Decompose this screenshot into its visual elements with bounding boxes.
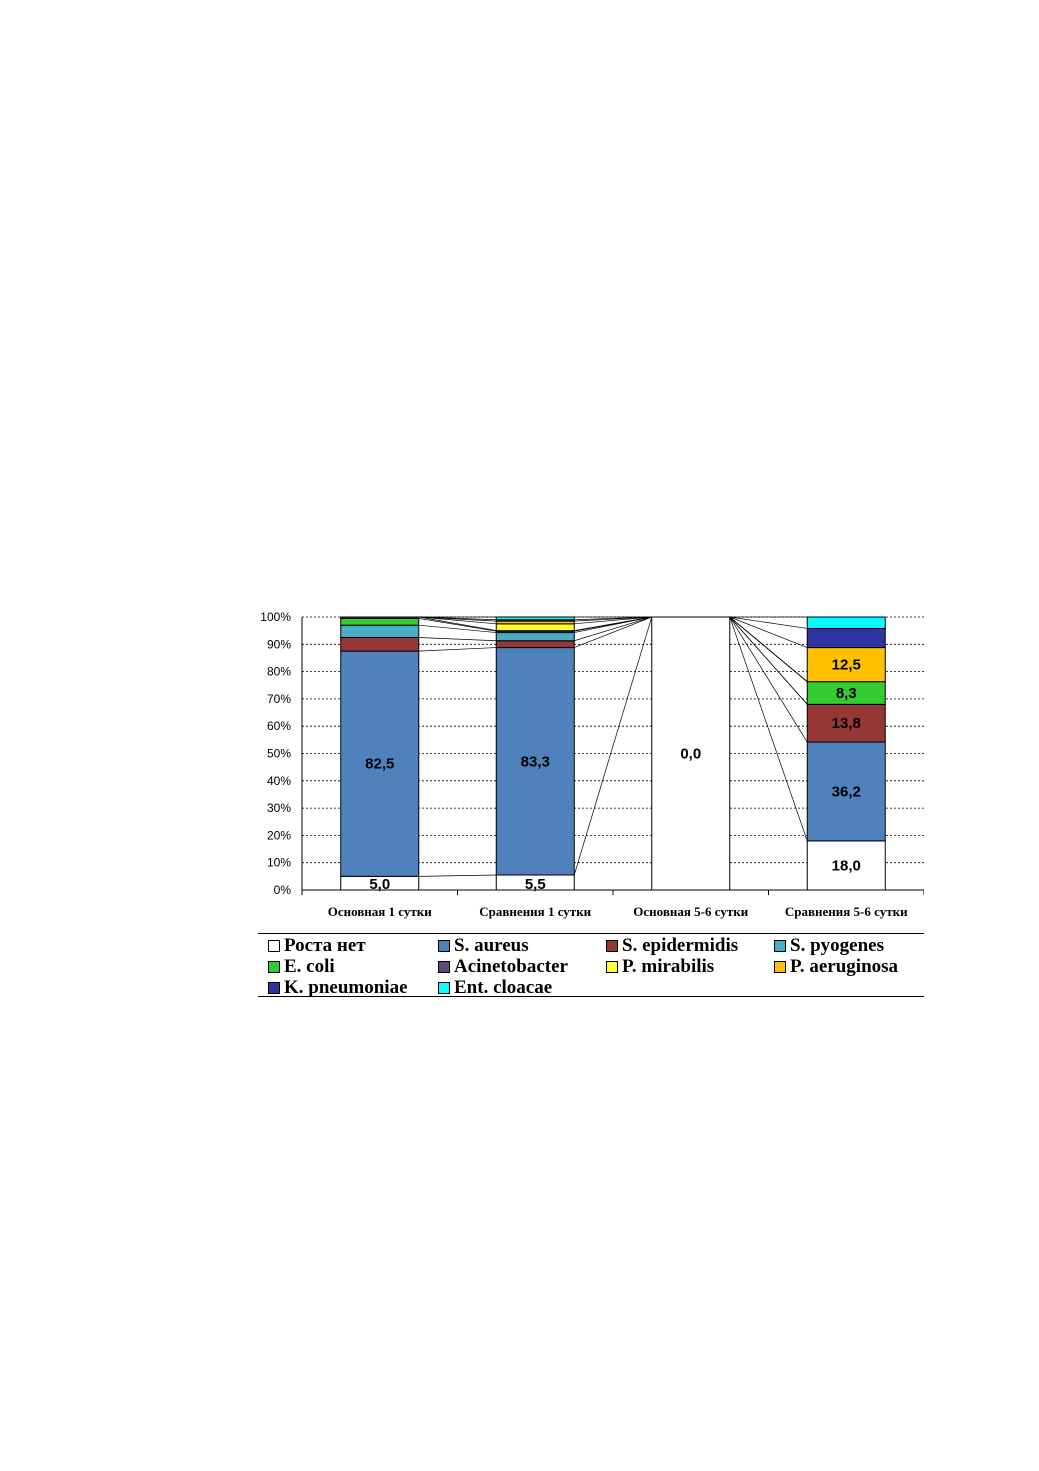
- legend-label: S. epidermidis: [622, 935, 739, 956]
- data-label: 83,3: [521, 753, 550, 770]
- bar-segment: [340, 636, 420, 652]
- category-label: Основная 5-6 сутки: [633, 904, 748, 919]
- series-connector-line: [574, 616, 652, 642]
- y-tick-label: 70%: [267, 692, 291, 706]
- bar-segment: [495, 632, 575, 642]
- category-label: Основная 1 сутки: [328, 904, 433, 919]
- bar-segment: [806, 627, 886, 649]
- series-connector-line: [418, 637, 497, 642]
- series-connector-line: [418, 616, 497, 621]
- series-connector-line: [729, 616, 808, 743]
- y-tick-label: 10%: [267, 856, 291, 870]
- legend-swatch: [268, 960, 280, 973]
- legend-label: P. aeruginosa: [790, 956, 899, 977]
- data-label: 5,0: [369, 876, 390, 893]
- y-tick-label: 20%: [267, 828, 291, 842]
- y-tick-label: 50%: [267, 747, 291, 761]
- legend-label: Роста нет: [284, 935, 366, 956]
- data-label: 0,0: [680, 746, 701, 763]
- data-label: 5,5: [525, 876, 546, 893]
- series-connector-line: [574, 616, 652, 631]
- legend-item: S. aureus: [438, 935, 529, 956]
- legend-label: Acinetobacter: [454, 956, 568, 977]
- legend-item: P. aeruginosa: [774, 956, 898, 977]
- legend-item: S. epidermidis: [606, 935, 738, 956]
- bar-segment: [340, 624, 420, 638]
- legend-label: P. mirabilis: [622, 956, 715, 977]
- series-connector-line: [573, 616, 653, 876]
- legend-swatch: [438, 960, 450, 973]
- legend-swatch: [606, 960, 618, 973]
- legend-item: E. coli: [268, 956, 335, 977]
- y-tick-label: 30%: [267, 801, 291, 815]
- legend-swatch: [774, 939, 786, 952]
- data-label: 8,3: [836, 685, 857, 702]
- series-connector-line: [574, 616, 652, 625]
- series-connector-line: [729, 616, 808, 705]
- series-connector-line: [418, 624, 497, 633]
- chart-plot: 0% 10% 20% 30% 40% 50% 60% 70% 80% 90% 100% 5,0 82,…: [260, 610, 924, 919]
- bar-segment: [806, 616, 886, 629]
- legend-swatch: [774, 960, 786, 973]
- series-connector-line: [418, 616, 497, 631]
- category-label: Сравнения 1 сутки: [479, 904, 591, 919]
- bar-segment: [495, 616, 575, 621]
- data-label: 18,0: [832, 857, 861, 874]
- data-label: 13,8: [832, 715, 861, 732]
- legend-item: P. mirabilis: [606, 956, 714, 977]
- bar-segment: [651, 616, 731, 891]
- series-connector-line: [729, 616, 808, 682]
- legend-swatch: [268, 981, 280, 994]
- series-connector-line: [729, 616, 808, 841]
- data-label: 82,5: [365, 756, 394, 773]
- bar-segment: [495, 640, 575, 649]
- bar-segment: [340, 616, 420, 619]
- y-tick-label: 0%: [274, 883, 292, 897]
- y-tick-label: 90%: [267, 637, 291, 651]
- bar-segment: [340, 650, 420, 877]
- series-connector-line: [418, 618, 497, 632]
- legend-item: K. pneumoniae: [268, 977, 408, 998]
- bar-segment: [806, 703, 886, 743]
- bar-segment: [806, 741, 886, 842]
- legend-label: K. pneumoniae: [284, 977, 408, 998]
- legend-label: Ent. cloacae: [454, 977, 553, 998]
- legend-swatch: [606, 939, 618, 952]
- bar-segment: [495, 647, 575, 876]
- category-label: Сравнения 5-6 сутки: [785, 904, 908, 919]
- legend-item: Ent. cloacae: [438, 977, 552, 998]
- y-tick-label: 100%: [260, 610, 291, 624]
- legend-label: S. pyogenes: [790, 935, 884, 956]
- legend-item: Acinetobacter: [438, 956, 568, 977]
- legend-swatch: [438, 939, 450, 952]
- y-tick-label: 60%: [267, 719, 291, 733]
- y-tick-label: 40%: [267, 774, 291, 788]
- series-connector-line: [418, 874, 497, 877]
- legend-item: S. pyogenes: [774, 935, 884, 956]
- bar-segment: [495, 623, 575, 632]
- chart: 0% 10% 20% 30% 40% 50% 60% 70% 80% 90% 100% 5,0 82,…: [258, 603, 924, 998]
- data-label: 12,5: [832, 657, 861, 674]
- series-connector-line: [729, 616, 808, 629]
- series-connector-line: [729, 616, 808, 648]
- legend-label: E. coli: [284, 956, 335, 977]
- legend-swatch: [268, 939, 280, 952]
- bar-segment: [806, 840, 886, 891]
- legend-item: Роста нет: [268, 935, 366, 956]
- legend-label: S. aureus: [454, 935, 529, 956]
- legend-swatch: [438, 981, 450, 994]
- data-label: 36,2: [832, 783, 861, 800]
- series-connector-line: [574, 616, 652, 621]
- series-connector-line: [418, 616, 497, 625]
- y-tick-label: 80%: [267, 665, 291, 679]
- series-connector-line: [418, 647, 497, 652]
- bar-segment: [340, 617, 420, 626]
- series-connector-line: [574, 616, 652, 648]
- legend: Роста нет S. aureus S. epidermidis S. pyoge…: [258, 933, 924, 998]
